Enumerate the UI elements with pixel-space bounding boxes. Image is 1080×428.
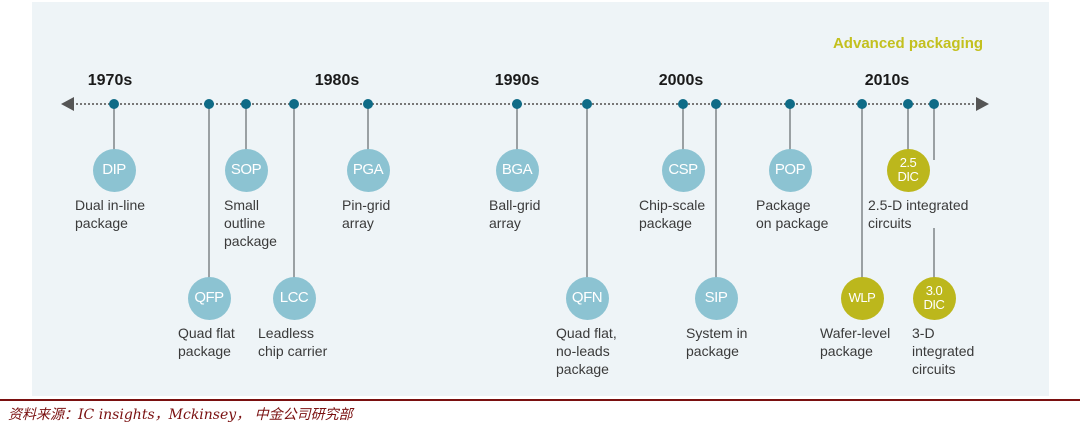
- advanced-packaging-label: Advanced packaging: [832, 35, 984, 52]
- package-label-sop: Small outline package: [224, 197, 277, 249]
- decade-label-1990s: 1990s: [494, 72, 540, 89]
- arrow-left-icon: [61, 97, 74, 111]
- connector-csp: [682, 104, 684, 170]
- package-label-lcc: Leadless chip carrier: [258, 325, 328, 359]
- connector-3-0-dic-part: [933, 228, 935, 278]
- connector-pga: [367, 104, 369, 170]
- package-label-2-5-dic: 2.5-D integrated circuits: [868, 197, 969, 231]
- timeline-dot-sop: [241, 99, 251, 109]
- connector-3-0-dic-part: [933, 104, 935, 160]
- package-label-bga: Ball-grid array: [489, 197, 541, 231]
- connector-qfp: [208, 104, 210, 298]
- timeline-dot-csp: [678, 99, 688, 109]
- package-label-3-0-dic: 3-D integrated circuits: [912, 325, 975, 377]
- arrow-right-icon: [976, 97, 989, 111]
- timeline-dot-qfp: [204, 99, 214, 109]
- package-badge-sip: SIP: [694, 276, 738, 320]
- package-label-wlp: Wafer-level package: [820, 325, 891, 359]
- package-label-qfp: Quad flat package: [178, 325, 235, 359]
- timeline-dot-wlp: [857, 99, 867, 109]
- package-badge-lcc: LCC: [272, 276, 316, 320]
- timeline-dot-3-0-dic: [929, 99, 939, 109]
- timeline-dot-qfn: [582, 99, 592, 109]
- timeline-dot-sip: [711, 99, 721, 109]
- package-badge-qfn: QFN: [565, 276, 609, 320]
- package-badge-dip: DIP: [92, 148, 136, 192]
- source-note: 资料来源：IC insights，Mckinsey， 中金公司研究部: [8, 407, 353, 423]
- package-label-pga: Pin-grid array: [342, 197, 391, 231]
- package-badge-wlp: WLP: [840, 276, 884, 320]
- package-label-csp: Chip-scale package: [639, 197, 706, 231]
- package-label-qfn: Quad flat, no-leads package: [556, 325, 617, 377]
- timeline-dot-bga: [512, 99, 522, 109]
- connector-2-5-dic: [907, 104, 909, 170]
- timeline-panel: [32, 2, 1049, 396]
- connector-sip: [715, 104, 717, 298]
- package-badge-qfp: QFP: [187, 276, 231, 320]
- decade-label-1970s: 1970s: [87, 72, 133, 89]
- decade-label-2000s: 2000s: [658, 72, 704, 89]
- source-divider: [0, 399, 1080, 401]
- connector-dip: [113, 104, 115, 170]
- connector-lcc: [293, 104, 295, 298]
- connector-pop: [789, 104, 791, 170]
- decade-label-1980s: 1980s: [314, 72, 360, 89]
- package-label-dip: Dual in-line package: [75, 197, 146, 231]
- package-badge-bga: BGA: [495, 148, 539, 192]
- timeline-axis: [72, 103, 978, 105]
- package-label-pop: Package on package: [756, 197, 829, 231]
- connector-wlp: [861, 104, 863, 298]
- timeline-dot-pop: [785, 99, 795, 109]
- connector-sop: [245, 104, 247, 170]
- decade-label-2010s: 2010s: [864, 72, 910, 89]
- package-badge-3-0-dic: 3.0 DIC: [912, 276, 956, 320]
- timeline-dot-dip: [109, 99, 119, 109]
- timeline-dot-2-5-dic: [903, 99, 913, 109]
- package-badge-2-5-dic: 2.5 DIC: [886, 148, 930, 192]
- timeline-dot-lcc: [289, 99, 299, 109]
- timeline-dot-pga: [363, 99, 373, 109]
- package-badge-sop: SOP: [224, 148, 268, 192]
- package-badge-pga: PGA: [346, 148, 390, 192]
- connector-bga: [516, 104, 518, 170]
- package-badge-pop: POP: [768, 148, 812, 192]
- package-badge-csp: CSP: [661, 148, 705, 192]
- package-label-sip: System in package: [686, 325, 748, 359]
- connector-qfn: [586, 104, 588, 298]
